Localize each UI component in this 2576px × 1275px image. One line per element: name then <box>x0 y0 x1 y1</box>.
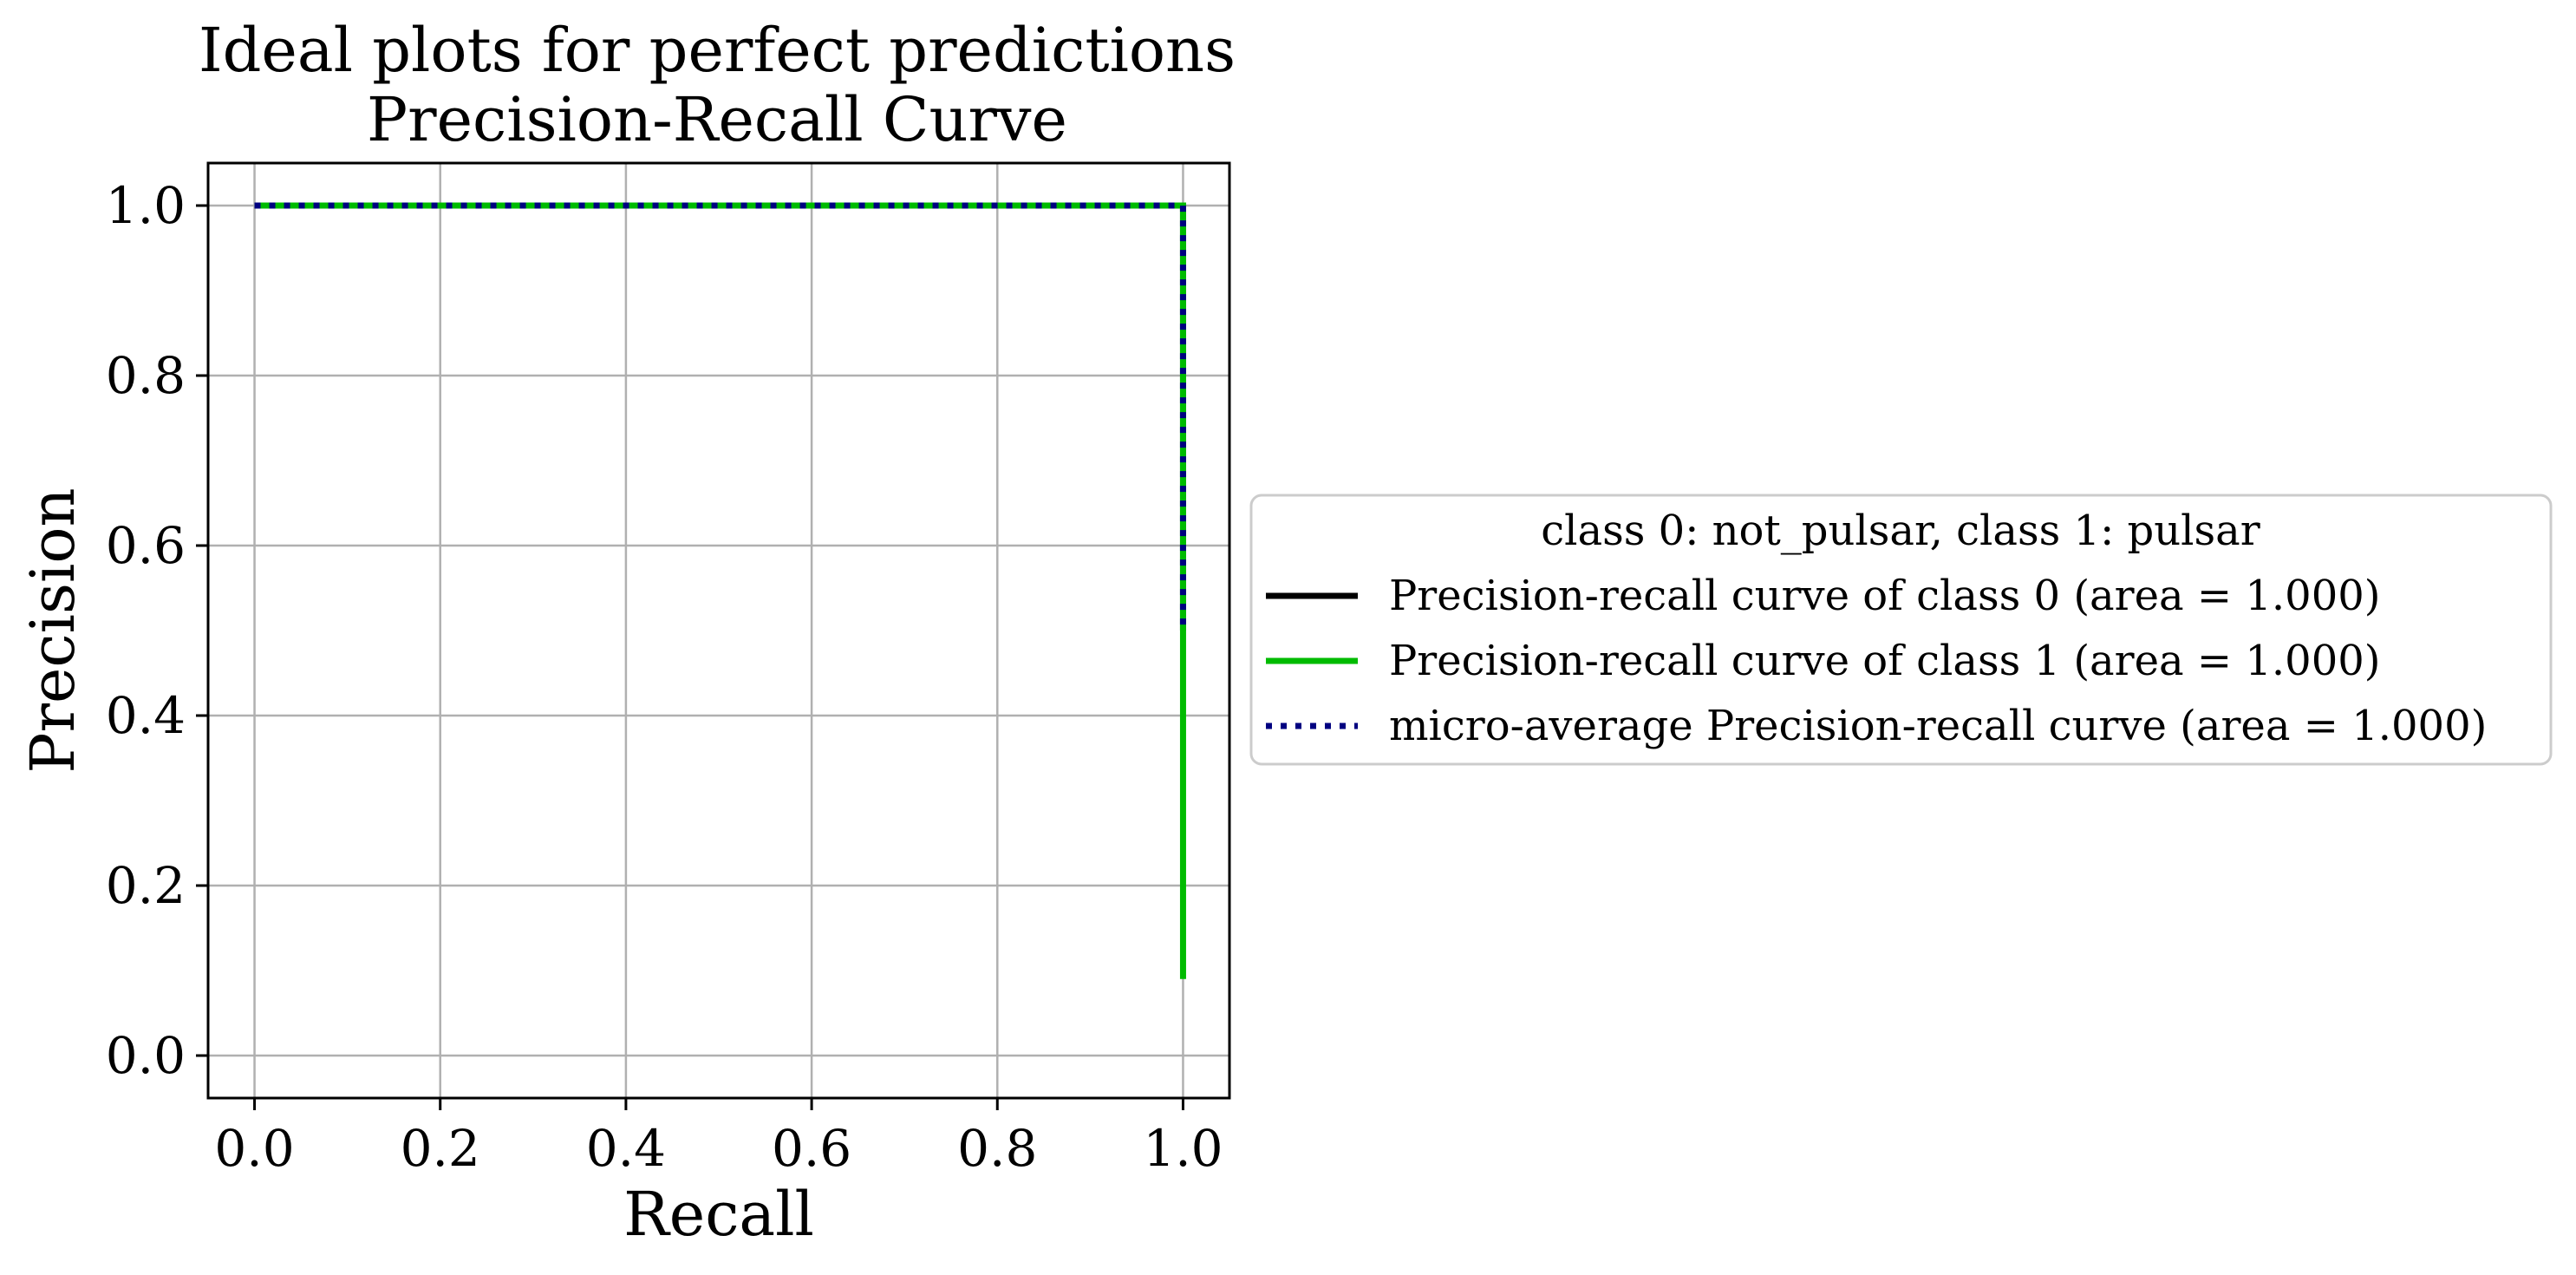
legend-label-micro-average-curve: micro-average Precision-recall curve (ar… <box>1389 702 2487 750</box>
chart-title: Ideal plots for perfect predictions <box>199 15 1236 86</box>
x-axis-ticks: 0.0 0.2 0.4 0.6 0.8 1.0 <box>214 1098 1223 1178</box>
grid-lines <box>208 163 1229 1098</box>
legend-title: class 0: not_pulsar, class 1: pulsar <box>1541 507 2260 555</box>
plot-area-frame <box>206 161 1231 1100</box>
y-tick-label-1: 0.2 <box>106 856 186 915</box>
y-tick-label-4: 0.8 <box>106 346 186 405</box>
x-tick-label-2: 0.4 <box>586 1119 666 1178</box>
x-tick-label-3: 0.6 <box>772 1119 851 1178</box>
y-axis-label: Precision <box>17 487 88 773</box>
chart-subtitle: Precision-Recall Curve <box>367 84 1067 155</box>
micro-average-curve <box>254 202 1186 631</box>
y-tick-label-3: 0.6 <box>106 516 186 575</box>
series-layer <box>254 202 1186 979</box>
y-tick-label-0: 0.0 <box>106 1026 186 1085</box>
x-tick-label-5: 1.0 <box>1143 1119 1223 1178</box>
x-tick-label-0: 0.0 <box>214 1119 294 1178</box>
y-axis-ticks: 0.0 0.2 0.4 0.6 0.8 1.0 <box>106 176 208 1085</box>
x-axis-label: Recall <box>623 1179 814 1250</box>
legend-label-class-1-curve: Precision-recall curve of class 1 (area … <box>1389 637 2381 685</box>
legend: class 0: not_pulsar, class 1: pulsar Pre… <box>1249 494 2553 766</box>
x-tick-label-1: 0.2 <box>401 1119 480 1178</box>
class-1-curve <box>254 202 1186 979</box>
y-tick-label-2: 0.4 <box>106 686 186 745</box>
legend-label-class-0-curve: Precision-recall curve of class 0 (area … <box>1389 572 2381 620</box>
legend-box <box>1249 494 2553 766</box>
y-tick-label-5: 1.0 <box>106 176 186 235</box>
x-tick-label-4: 0.8 <box>957 1119 1037 1178</box>
